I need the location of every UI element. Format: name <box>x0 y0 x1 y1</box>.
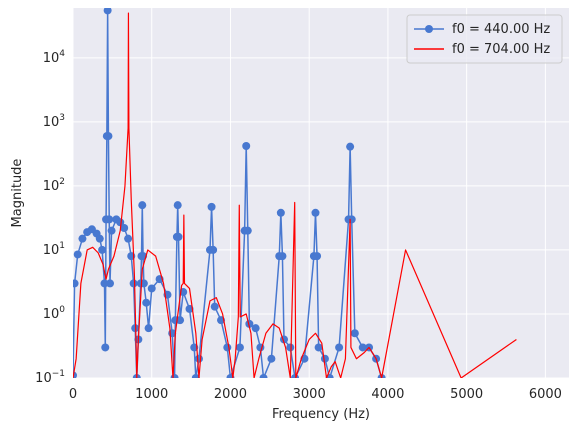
series-1-marker <box>73 250 82 259</box>
series-1-marker <box>291 374 300 378</box>
legend-label-series-2: f0 = 704.00 Hz <box>452 42 550 57</box>
series-1-marker <box>242 141 251 150</box>
series-1-marker <box>245 319 254 328</box>
x-tick-label: 3000 <box>293 387 326 402</box>
x-tick-label: 5000 <box>450 387 483 402</box>
x-tick-label: 2000 <box>214 387 247 402</box>
plot-background <box>73 8 569 378</box>
series-1-marker <box>138 201 147 210</box>
series-1-marker <box>107 226 116 235</box>
series-1-marker <box>144 324 153 333</box>
series-1-marker <box>235 343 244 352</box>
series-1-marker <box>335 343 344 352</box>
series-1-marker <box>311 208 320 217</box>
series-1-marker <box>347 215 356 224</box>
series-1-marker <box>191 374 200 378</box>
series-1-marker <box>176 316 185 325</box>
series-1-marker <box>129 279 138 288</box>
legend: f0 = 440.00 Hz f0 = 704.00 Hz <box>406 14 563 64</box>
series-1-marker <box>278 252 287 261</box>
grid <box>72 8 569 379</box>
legend-marker-series-1 <box>425 25 433 33</box>
x-tick-label: 6000 <box>529 387 562 402</box>
series-layer <box>73 8 517 378</box>
series-1-marker <box>243 226 252 235</box>
series-1-marker <box>100 279 109 288</box>
x-axis-title: Frequency (Hz) <box>272 407 370 422</box>
series-1-marker <box>251 324 260 333</box>
series-1-marker <box>223 343 232 352</box>
legend-label-series-1: f0 = 440.00 Hz <box>452 22 550 37</box>
y-tick-label: 103 <box>43 113 65 130</box>
series-1-marker <box>320 354 329 363</box>
series-1-marker <box>267 354 276 363</box>
series-1-marker <box>95 234 104 243</box>
series-1-marker <box>276 208 285 217</box>
series-1-marker <box>350 329 359 338</box>
series-1-marker <box>98 245 107 254</box>
series-1-marker <box>124 234 133 243</box>
series-1-marker <box>103 8 112 15</box>
series-1-marker <box>116 218 125 227</box>
series-1-marker <box>286 343 295 352</box>
series-1-marker <box>101 343 110 352</box>
y-axis-title: Magnitude <box>10 159 25 228</box>
series-line-2 <box>73 12 517 378</box>
series-1-marker <box>120 224 129 232</box>
series-1-marker <box>105 215 114 224</box>
series-1-marker <box>78 234 87 243</box>
series-1-marker <box>207 202 216 211</box>
series-1-marker <box>174 232 183 241</box>
series-1-marker <box>358 343 367 352</box>
y-tick-label: 10−1 <box>35 369 65 386</box>
x-tick-label: 0 <box>69 387 77 402</box>
series-1-marker <box>259 374 268 378</box>
series-1-marker <box>147 284 156 293</box>
series-1-marker <box>313 252 322 261</box>
series-1-marker <box>210 302 219 311</box>
x-tick-label: 1000 <box>135 387 168 402</box>
series-1-marker <box>314 343 323 352</box>
series-1-marker <box>73 279 79 288</box>
series-1-marker <box>173 201 182 210</box>
series-1-marker <box>104 132 113 141</box>
y-tick-label: 104 <box>43 49 66 66</box>
series-1-marker <box>106 279 114 288</box>
y-tick-label: 101 <box>43 241 65 258</box>
series-1-marker <box>346 142 355 151</box>
series-1-marker <box>194 354 203 363</box>
legend-box <box>406 14 563 64</box>
series-1-marker <box>170 374 179 378</box>
y-tick-label: 102 <box>43 177 65 194</box>
x-tick-label: 4000 <box>371 387 404 402</box>
y-tick-label: 100 <box>43 305 66 322</box>
tick-labels: 0 1000 2000 3000 4000 5000 6000 10−1 100 101 102 10… <box>35 49 562 402</box>
series-1-marker <box>142 298 151 307</box>
series-1-marker <box>209 245 218 254</box>
